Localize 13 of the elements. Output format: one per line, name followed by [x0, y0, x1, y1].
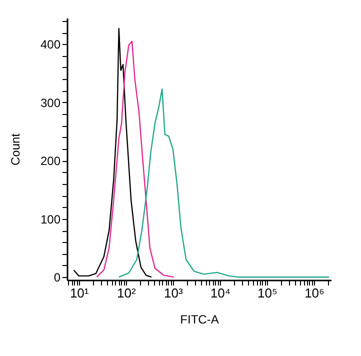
x-axis-title: FITC-A [180, 312, 219, 326]
x-tick-label: 10¹ [70, 286, 90, 300]
y-tick-label: 200 [40, 154, 61, 168]
x-tick-label: 10² [116, 286, 136, 300]
x-tick-label: 10³ [164, 286, 184, 300]
y-tick-label: 400 [40, 38, 61, 52]
y-tick-label: 0 [54, 270, 61, 285]
x-tick-label: 10⁶ [304, 286, 324, 300]
x-tick-label: 10⁵ [258, 286, 278, 300]
y-tick-label: 100 [40, 212, 61, 226]
y-tick-label: 300 [40, 96, 61, 110]
x-tick-label: 10⁴ [210, 286, 230, 300]
y-axis-title: Count [8, 132, 22, 166]
